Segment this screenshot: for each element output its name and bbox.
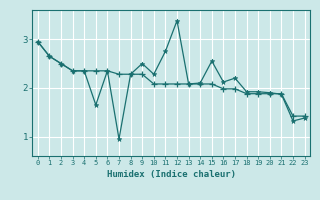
X-axis label: Humidex (Indice chaleur): Humidex (Indice chaleur): [107, 170, 236, 179]
